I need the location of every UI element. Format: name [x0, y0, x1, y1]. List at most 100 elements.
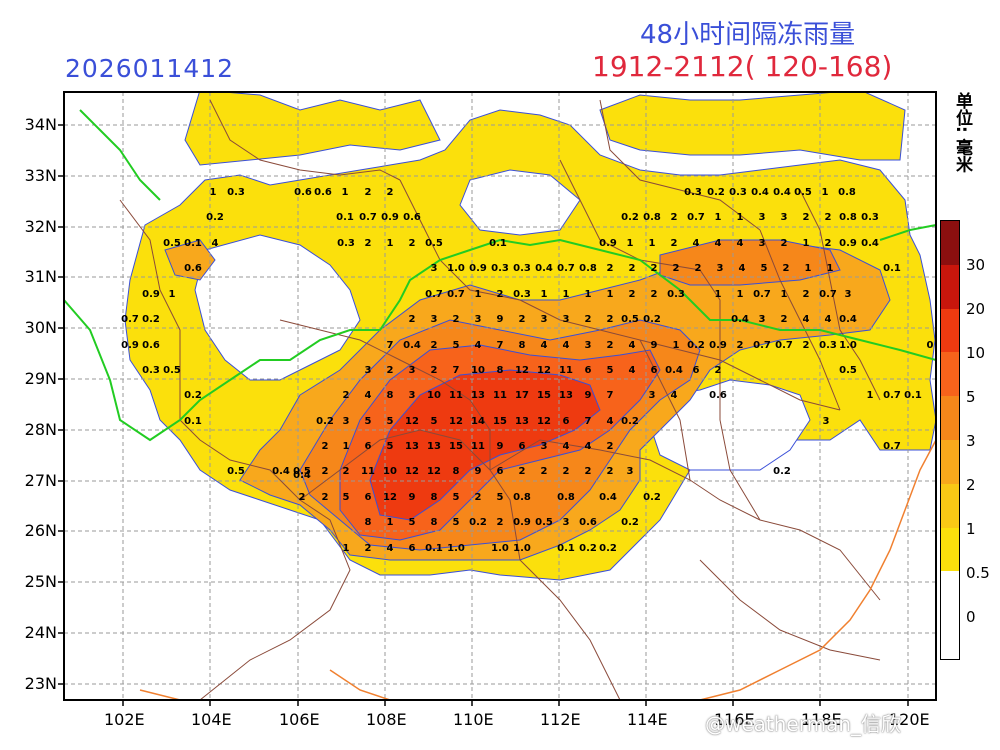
value-label: 2	[715, 365, 722, 376]
value-label: 0.1	[184, 416, 202, 427]
value-label: 2	[607, 340, 614, 351]
value-label: 1	[867, 390, 874, 401]
value-label: 2	[563, 466, 570, 477]
value-label: 0.8	[579, 263, 597, 274]
value-label: 4	[737, 238, 744, 249]
value-label: 3	[431, 263, 438, 274]
value-label: 0.2	[687, 340, 705, 351]
value-label: 0.3	[667, 289, 685, 300]
value-label: 1.0	[839, 340, 857, 351]
value-label: 9	[585, 390, 592, 401]
value-label: 10	[383, 466, 397, 477]
value-label: 0.2	[469, 517, 487, 528]
value-label: 1	[541, 289, 548, 300]
value-label: 13	[559, 390, 573, 401]
value-label: 0.2	[184, 390, 202, 401]
value-label: 12	[537, 416, 551, 427]
value-label: 2	[803, 340, 810, 351]
value-label: 1	[387, 517, 394, 528]
value-label: 0.3	[227, 187, 245, 198]
value-label: 0.8	[838, 187, 856, 198]
value-label: 9	[409, 492, 416, 503]
value-label: 2	[409, 238, 416, 249]
value-label: 6	[563, 416, 570, 427]
value-label: 0.4	[773, 187, 791, 198]
colorbar-label: 5	[966, 388, 976, 406]
colorbar-segment	[941, 221, 959, 265]
lon-label: 120E	[889, 710, 930, 729]
value-label: 0.9	[513, 517, 531, 528]
lon-label: 116E	[714, 710, 755, 729]
lon-label: 104E	[191, 710, 232, 729]
value-label: 0.7	[557, 263, 575, 274]
value-label: 11	[361, 466, 375, 477]
value-label: 4	[715, 238, 722, 249]
value-label: 2	[322, 492, 329, 503]
value-label: 0.9	[599, 238, 617, 249]
colorbar-label: 0	[966, 608, 976, 626]
value-label: 4	[585, 441, 592, 452]
value-label: 0.4	[272, 466, 290, 477]
value-label: 9	[475, 466, 482, 477]
value-label: 2	[431, 365, 438, 376]
value-label: 0.1	[489, 238, 507, 249]
value-label: 6	[693, 365, 700, 376]
value-label: 4	[607, 416, 614, 427]
value-label: 8	[431, 517, 438, 528]
value-label: 4	[563, 441, 570, 452]
value-label: 0.2	[599, 543, 617, 554]
value-label: 0.4	[403, 340, 421, 351]
value-label: 7	[607, 390, 614, 401]
value-label: 2	[607, 466, 614, 477]
value-label: 4	[563, 340, 570, 351]
value-label: 5	[387, 441, 394, 452]
lat-label: 28N	[24, 420, 57, 439]
colorbar-label: 0.5	[966, 564, 990, 582]
value-label: 0.3	[142, 365, 160, 376]
lat-label: 34N	[24, 115, 57, 134]
value-label: 0.2	[621, 517, 639, 528]
value-label: 1	[822, 187, 829, 198]
colorbar-segment	[941, 483, 959, 528]
value-label: 0.1	[883, 263, 901, 274]
value-label: 0.3	[513, 263, 531, 274]
value-label: 2	[365, 543, 372, 554]
lon-label: 110E	[453, 710, 494, 729]
value-label: 3	[759, 314, 766, 325]
value-label: 1	[649, 238, 656, 249]
value-label: 0.4	[599, 492, 617, 503]
value-label: 2	[541, 466, 548, 477]
value-label: 4	[475, 340, 482, 351]
value-label: 4	[825, 314, 832, 325]
lat-label: 24N	[24, 623, 57, 642]
value-label: 0.2	[621, 212, 639, 223]
value-label: 2	[607, 441, 614, 452]
value-label: 10	[427, 390, 441, 401]
value-label: 3	[563, 314, 570, 325]
value-label: 15	[449, 441, 463, 452]
lat-label: 30N	[24, 318, 57, 337]
value-label: 0.6	[314, 187, 332, 198]
value-label: 7	[387, 340, 394, 351]
lat-label: 23N	[24, 674, 57, 693]
axis-ticks	[58, 124, 909, 706]
value-label: 6	[651, 365, 658, 376]
province-borders	[119, 99, 881, 700]
value-label: 0.2	[206, 212, 224, 223]
unit-label: 单位: 毫米	[952, 92, 972, 173]
coastline	[139, 439, 936, 700]
value-label: 12	[383, 492, 397, 503]
value-label: 2	[519, 466, 526, 477]
value-label: 14	[471, 416, 485, 427]
value-label: 0.8	[513, 492, 531, 503]
value-label: 8	[497, 365, 504, 376]
value-label: 1	[781, 289, 788, 300]
colorbar-segment	[941, 571, 959, 659]
value-label: 12	[405, 416, 419, 427]
colorbar-label: 20	[966, 300, 986, 318]
value-label: 5	[497, 492, 504, 503]
value-label: 0.5	[227, 466, 245, 477]
lat-label: 27N	[24, 471, 57, 490]
value-label: 2	[343, 390, 350, 401]
value-label: 0.1	[425, 543, 443, 554]
